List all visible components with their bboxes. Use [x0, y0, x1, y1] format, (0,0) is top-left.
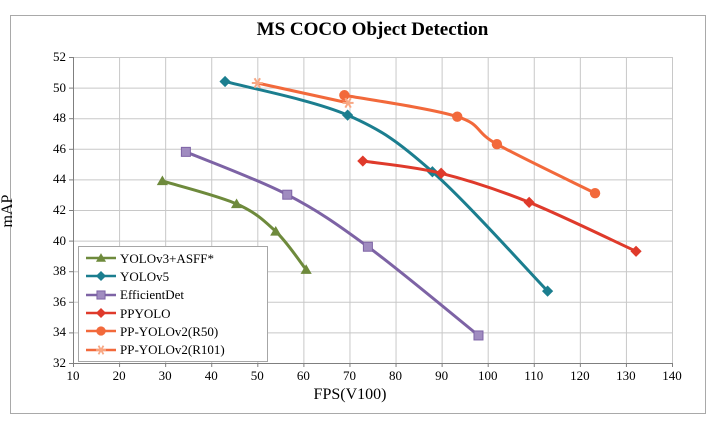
diamond-marker [357, 155, 369, 167]
legend-item-PP-YOLOv2(R50): PP-YOLOv2(R50) [84, 322, 267, 340]
square-marker [282, 189, 293, 200]
series-PP-YOLOv2(R101) [251, 77, 354, 109]
diamond-marker [541, 285, 554, 297]
circle-marker [339, 90, 350, 101]
diamond-marker [435, 167, 447, 179]
series-line [160, 179, 308, 272]
diamond-marker [95, 271, 107, 282]
legend-label: YOLOv5 [120, 268, 170, 284]
legend-item-YOLOv5: YOLOv5 [84, 267, 267, 285]
square-marker [96, 290, 106, 300]
triangle-marker [95, 253, 107, 262]
square-marker [180, 146, 191, 157]
legend-item-PPYOLO: PPYOLO [84, 304, 267, 322]
circle-marker [452, 111, 463, 122]
x-tick-label: 20 [112, 368, 126, 383]
legend: YOLOv3+ASFF* YOLOv5 EfficientDet PPYOLO PP-Y… [78, 246, 268, 362]
y-tick-label: 46 [53, 140, 66, 156]
x-tick-label: 90 [435, 368, 449, 383]
square-marker [362, 241, 373, 252]
x-tick-label: 100 [477, 368, 498, 383]
y-tick-label: 40 [53, 232, 66, 248]
y-tick-label: 42 [53, 202, 66, 217]
legend-item-EfficientDet: EfficientDet [84, 286, 267, 304]
triangle-marker [300, 264, 312, 274]
x-tick-label: 130 [616, 368, 636, 383]
series-line [223, 79, 550, 293]
legend-label: PP-YOLOv2(R101) [120, 342, 225, 358]
legend-label: PP-YOLOv2(R50) [120, 323, 219, 339]
x-tick-label: 120 [570, 368, 590, 383]
x-tick-label: 50 [250, 368, 264, 383]
legend-item-YOLOv3+ASFF*: YOLOv3+ASFF* [84, 249, 267, 267]
legend-label: PPYOLO [120, 305, 171, 321]
series-line [342, 93, 597, 195]
star-marker [251, 77, 263, 89]
x-tick-label: 40 [204, 368, 218, 383]
chart-outer-border [10, 15, 706, 414]
x-tick-label: 110 [524, 368, 544, 383]
y-tick-label: 50 [53, 79, 66, 95]
circle-marker [491, 139, 503, 150]
square-marker [473, 330, 484, 341]
triangle-marker [156, 175, 168, 186]
legend-item-PP-YOLOv2(R101): PP-YOLOv2(R101) [84, 341, 267, 359]
series-EfficientDet [180, 146, 484, 341]
chart-title: MS COCO Object Detection [256, 19, 489, 40]
series-line [255, 81, 350, 105]
y-tick-label: 34 [53, 324, 66, 340]
circle-marker [96, 326, 106, 337]
series-PP-YOLOv2(R50) [339, 90, 601, 199]
x-tick-label: 80 [389, 368, 403, 383]
axes [69, 57, 673, 367]
legend-label: YOLOv3+ASFF* [120, 250, 215, 266]
legend-marker [86, 345, 116, 355]
series-line [361, 159, 638, 253]
diamond-marker [342, 109, 354, 121]
x-tick-label: 10 [66, 368, 80, 383]
x-axis-label: FPS(V100) [313, 386, 387, 403]
diamond-marker [219, 75, 231, 88]
legend-label: EfficientDet [120, 287, 185, 303]
x-tick-label: 140 [662, 368, 682, 383]
y-tick-label: 44 [53, 171, 66, 187]
series-YOLOv5 [219, 75, 554, 297]
x-tick-label: 70 [342, 368, 356, 383]
legend-marker [86, 290, 116, 300]
y-tick-label: 36 [53, 293, 66, 309]
star-marker [96, 345, 106, 355]
triangle-marker [230, 198, 243, 209]
y-axis-label: mAP [0, 194, 16, 228]
x-tick-label: 30 [158, 368, 172, 383]
series-line [184, 150, 480, 337]
y-tick-label: 52 [53, 49, 66, 64]
legend-marker [86, 271, 116, 282]
diamond-marker [630, 245, 642, 257]
diamond-marker [523, 196, 535, 208]
triangle-marker [270, 226, 282, 236]
star-marker [342, 97, 354, 109]
legend-marker [86, 326, 116, 337]
series-PPYOLO [357, 155, 642, 257]
diamond-marker [95, 308, 107, 319]
y-tick-label: 48 [53, 110, 66, 126]
legend-marker [86, 253, 116, 262]
x-tick-label: 60 [296, 368, 310, 383]
y-tick-label: 32 [53, 355, 66, 370]
circle-marker [589, 187, 601, 199]
legend-marker [86, 308, 116, 319]
series-YOLOv3+ASFF* [156, 175, 312, 274]
y-tick-label: 38 [53, 263, 66, 279]
